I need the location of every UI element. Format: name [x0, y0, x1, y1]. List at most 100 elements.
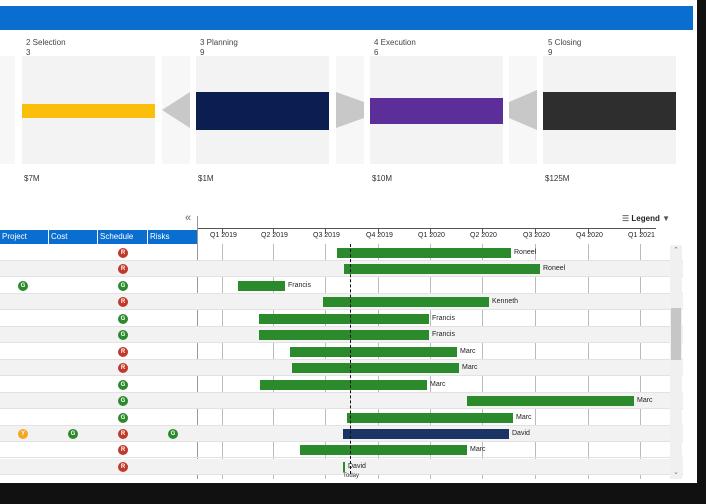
gantt-bar[interactable]	[347, 412, 513, 423]
stage-closing-header: 5 Closing 9	[548, 38, 581, 58]
gantt-bar[interactable]	[323, 297, 489, 308]
quarter-label: Q3 2019	[313, 232, 340, 239]
gantt-bar-owner: Marc	[516, 413, 532, 421]
gantt-bar-owner: Francis	[432, 331, 455, 339]
stage-execution-panel[interactable]	[370, 56, 503, 164]
scrollbar-thumb[interactable]	[671, 308, 681, 360]
top-bar	[0, 6, 693, 30]
table-row[interactable]: R Roneel	[0, 245, 683, 261]
scroll-up-icon[interactable]: ⌃	[673, 247, 679, 254]
table-row[interactable]: G G Francis	[0, 278, 683, 294]
stage-selection-bar	[22, 104, 155, 118]
stage-selection-header: 2 Selection 3	[26, 38, 66, 58]
quarter-tick	[273, 228, 274, 234]
stage-planning-bar	[196, 92, 329, 130]
table-gantt-divider	[197, 216, 198, 479]
gantt-bar-owner: Kenneth	[492, 298, 519, 306]
quarter-tick	[535, 228, 536, 234]
schedule-status-badge: R	[118, 445, 128, 456]
gantt-bar[interactable]	[238, 280, 285, 291]
stage-execution-name: 4 Execution	[374, 38, 416, 47]
legend-label: Legend	[631, 214, 660, 223]
quarter-label: Q1 2020	[418, 232, 445, 239]
quarter-tick	[325, 228, 326, 234]
stage-closing-panel[interactable]	[543, 56, 676, 164]
quarter-label: Q4 2019	[366, 232, 393, 239]
schedule-status-badge: G	[118, 396, 128, 407]
legend-toggle[interactable]: ☰ Legend ▼	[622, 214, 670, 223]
table-row[interactable]: R Kenneth	[0, 294, 683, 311]
gantt-bar[interactable]	[337, 248, 511, 258]
connector-2	[336, 56, 364, 164]
schedule-status-badge: R	[118, 248, 128, 258]
table-row[interactable]: R Marc	[0, 344, 683, 360]
table-row[interactable]: G Francis	[0, 327, 683, 344]
stage-execution-count: 6	[374, 48, 379, 57]
table-row[interactable]: G Marc	[0, 393, 683, 410]
column-header-schedule[interactable]: Schedule	[97, 230, 147, 244]
stage-planning-panel[interactable]	[196, 56, 329, 164]
column-header-project[interactable]: Project	[2, 232, 27, 241]
table-row[interactable]: R David	[0, 458, 683, 475]
chevron-down-icon: ▼	[662, 214, 671, 223]
table-row[interactable]: Y G R G David	[0, 425, 683, 442]
table-row[interactable]: G Marc	[0, 377, 683, 393]
gantt-bar[interactable]	[292, 363, 459, 374]
stage-selection-name: 2 Selection	[26, 38, 66, 47]
gantt-bar[interactable]	[343, 461, 345, 472]
connector-1	[162, 56, 190, 164]
quarter-tick	[222, 228, 223, 234]
column-header-cost[interactable]: Cost	[48, 230, 97, 244]
gantt-bar-owner: Marc	[460, 347, 476, 355]
table-row[interactable]: R Marc	[0, 360, 683, 377]
risks-status-badge: G	[168, 428, 178, 439]
timeline-axis	[198, 228, 656, 229]
project-status-badge: G	[18, 280, 28, 291]
quarter-tick	[378, 228, 379, 234]
gantt-bar[interactable]	[467, 396, 634, 407]
gantt-bar-owner: Marc	[430, 380, 446, 388]
schedule-status-badge: G	[118, 313, 128, 324]
gantt-bar[interactable]	[260, 379, 427, 390]
stage-planning-amount: $1M	[198, 174, 214, 183]
table-row[interactable]: G Marc	[0, 410, 683, 426]
gantt-bar-owner: Francis	[288, 281, 311, 289]
stage-closing-count: 9	[548, 48, 553, 57]
scroll-down-icon[interactable]: ⌄	[673, 469, 679, 476]
table-row[interactable]: R Marc	[0, 442, 683, 459]
schedule-status-badge: R	[118, 461, 128, 472]
stage-selection-count: 3	[26, 48, 31, 57]
stage-closing-amount: $125M	[545, 174, 570, 183]
column-header-risks[interactable]: Risks	[147, 230, 197, 244]
schedule-status-badge: G	[118, 412, 128, 423]
gantt-bar[interactable]	[259, 313, 429, 324]
gantt-bar-owner: Francis	[432, 314, 455, 322]
collapse-panel-button[interactable]: «	[185, 212, 192, 224]
gantt-bar[interactable]	[300, 445, 467, 456]
gantt-bar-owner: Marc	[470, 446, 486, 454]
stage-planning-name: 3 Planning	[200, 38, 238, 47]
gantt-bar-owner: David	[512, 429, 530, 437]
quarter-label: Q2 2020	[470, 232, 497, 239]
gantt-bar[interactable]	[259, 330, 429, 341]
gantt-bar[interactable]	[290, 346, 457, 357]
gantt-bar-owner: Marc	[637, 397, 653, 405]
cost-status-badge: G	[68, 428, 78, 439]
menu-icon: ☰	[622, 214, 630, 223]
today-line	[350, 244, 351, 474]
gantt-bar[interactable]	[344, 264, 540, 275]
stage-prev-panel	[0, 56, 15, 164]
stage-planning-count: 9	[200, 48, 205, 57]
quarter-tick	[482, 228, 483, 234]
table-row[interactable]: G Francis	[0, 311, 683, 327]
stage-selection-amount: $7M	[24, 174, 40, 183]
quarter-label: Q1 2021	[628, 232, 655, 239]
vertical-scrollbar[interactable]	[670, 245, 682, 479]
stage-selection-panel[interactable]	[22, 56, 155, 164]
schedule-status-badge: R	[118, 346, 128, 357]
gantt-bar[interactable]	[343, 428, 509, 439]
stage-execution-bar	[370, 98, 503, 124]
table-row[interactable]: R Roneel	[0, 261, 683, 278]
gantt-bar-owner: David	[348, 462, 366, 470]
quarter-tick	[640, 228, 641, 234]
